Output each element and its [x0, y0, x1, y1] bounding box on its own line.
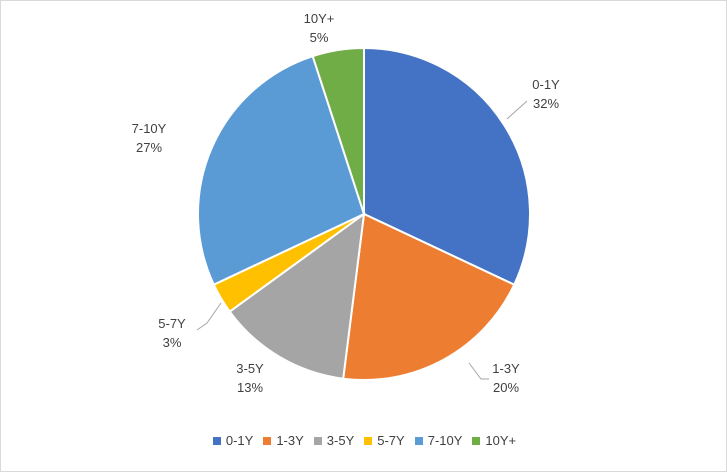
- legend-swatch: [364, 436, 373, 445]
- legend-swatch: [472, 436, 481, 445]
- data-label-value: 5%: [310, 30, 329, 45]
- data-label-category: 0-1Y: [532, 77, 560, 92]
- legend-label: 7-10Y: [427, 433, 463, 448]
- legend-item: 7-10Y: [414, 433, 463, 448]
- legend-label: 5-7Y: [377, 433, 405, 448]
- legend-swatch: [212, 436, 221, 445]
- legend-label: 1-3Y: [276, 433, 304, 448]
- legend-item: 0-1Y: [212, 433, 254, 448]
- data-label-value: 32%: [533, 96, 559, 111]
- legend-label: 0-1Y: [225, 433, 254, 448]
- legend-swatch: [263, 436, 272, 445]
- pie-slice-10yplus: [311, 46, 365, 215]
- pie-slice-3-5y: [228, 211, 366, 380]
- leader-line: [468, 362, 489, 380]
- data-label-value: 3%: [163, 335, 182, 350]
- pie-slice-7-10y: [197, 54, 366, 287]
- data-label-value: 27%: [136, 140, 162, 155]
- data-label-category: 10Y+: [304, 11, 335, 26]
- data-label-category: 7-10Y: [132, 121, 167, 136]
- data-label-value: 13%: [237, 380, 263, 395]
- data-label-category: 1-3Y: [492, 361, 520, 376]
- legend-item: 1-3Y: [263, 433, 304, 448]
- data-label-category: 3-5Y: [236, 361, 264, 376]
- legend-item: 3-5Y: [313, 433, 355, 448]
- legend-swatch: [313, 436, 322, 445]
- legend-label: 10Y+: [485, 433, 517, 448]
- pie-slice-1-3y: [342, 212, 516, 381]
- leader-line: [506, 100, 528, 120]
- legend-item: 5-7Y: [364, 433, 405, 448]
- pie-slice-0-1y: [363, 46, 531, 287]
- legend: 0-1Y 1-3Y 3-5Y 5-7Y 7-10Y 10Y+: [1, 433, 727, 448]
- legend-swatch: [414, 436, 423, 445]
- data-label-value: 20%: [493, 380, 519, 395]
- leader-line: [196, 302, 222, 331]
- legend-label: 3-5Y: [326, 433, 355, 448]
- legend-item: 10Y+: [472, 433, 516, 448]
- data-label-category: 5-7Y: [158, 316, 186, 331]
